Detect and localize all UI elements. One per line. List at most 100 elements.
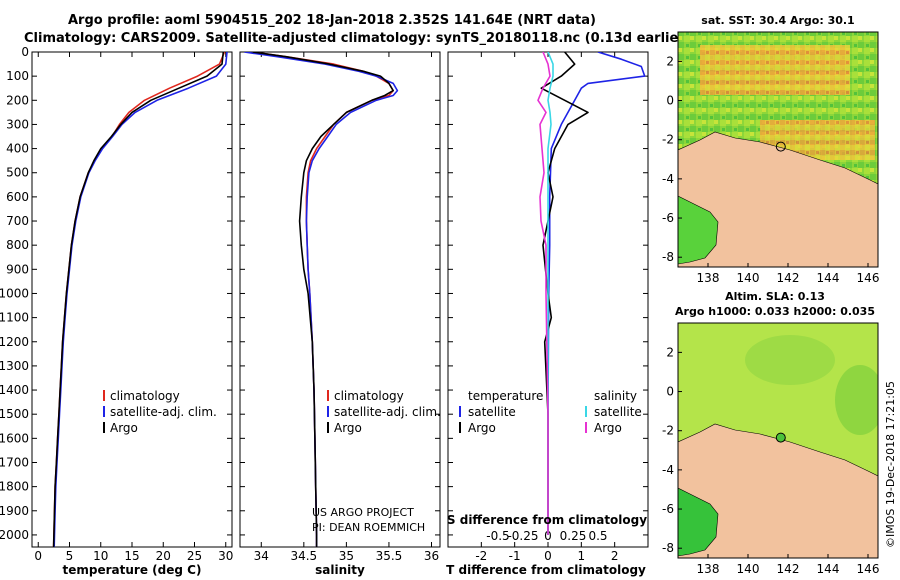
salinity-depth-ticks bbox=[240, 51, 440, 536]
map-x-tick-label: 144 bbox=[817, 271, 840, 285]
depth-tick-label: 1900 bbox=[0, 504, 29, 518]
legend-label-argo: Argo bbox=[334, 421, 362, 435]
x-tick-label: 10 bbox=[93, 549, 108, 563]
sla-low-anomaly-east bbox=[835, 365, 878, 435]
imos-timestamp: ©IMOS 19-Dec-2018 17:21:05 bbox=[884, 381, 897, 548]
difference-legend: temperature satellite Argo salinity sate… bbox=[459, 389, 642, 435]
map-y-tick-label: -6 bbox=[662, 211, 674, 225]
map-x-tick-label: 138 bbox=[697, 562, 720, 576]
x-tick-label: 30 bbox=[218, 549, 233, 563]
map-y-tick-label: 2 bbox=[666, 54, 674, 68]
map-y-tick-label: -8 bbox=[662, 250, 674, 264]
map-y-tick-label: -2 bbox=[662, 424, 674, 438]
map-x-tick-label: 142 bbox=[777, 271, 800, 285]
series-line-t-satellite bbox=[547, 52, 646, 535]
x-tick-label: 20 bbox=[156, 549, 171, 563]
legend-label-satellite: satellite-adj. clim. bbox=[334, 405, 441, 419]
sla-map-title: Altim. SLA: 0.13 bbox=[725, 290, 825, 303]
s-tick-label: 0 bbox=[544, 529, 552, 543]
x-tick-label: 1 bbox=[578, 549, 586, 563]
salinity-axis-label: salinity bbox=[315, 563, 365, 577]
series-line-climatology bbox=[252, 52, 395, 547]
legend-swatch-satellite bbox=[103, 406, 105, 417]
series-line-satellite bbox=[244, 52, 399, 547]
legend-title-salinity: salinity bbox=[594, 389, 637, 403]
depth-tick-label: 1500 bbox=[0, 407, 29, 421]
sst-map-ticks: 138 140 142 144 146 2 0 -2 -4 -6 -8 bbox=[662, 54, 879, 285]
temperature-axis-label: temperature (deg C) bbox=[63, 563, 202, 577]
map-y-tick-label: -8 bbox=[662, 541, 674, 555]
legend-label-s-argo: Argo bbox=[594, 421, 622, 435]
s-difference-axis-label: S difference from climatology bbox=[447, 513, 647, 527]
x-tick-label: -1 bbox=[509, 549, 521, 563]
legend-swatch-t-argo bbox=[459, 422, 461, 433]
depth-tick-label: 1300 bbox=[0, 359, 29, 373]
legend-label-t-argo: Argo bbox=[468, 421, 496, 435]
legend-swatch-s-satellite bbox=[585, 406, 587, 417]
x-tick-label: 0 bbox=[34, 549, 42, 563]
map-y-tick-label: 0 bbox=[666, 94, 674, 108]
depth-tick-label: 200 bbox=[6, 93, 29, 107]
t-difference-axis-label: T difference from climatology bbox=[446, 563, 646, 577]
depth-tick-label: 1100 bbox=[0, 311, 29, 325]
sst-map-title: sat. SST: 30.4 Argo: 30.1 bbox=[701, 14, 854, 27]
legend-label-climatology: climatology bbox=[334, 389, 404, 403]
legend-swatch-climatology bbox=[327, 390, 329, 401]
t-difference-axis-ticks: -2 -1 0 1 2 bbox=[475, 52, 618, 563]
land-australia bbox=[678, 195, 719, 265]
salinity-panel: 34 34.5 35 35.5 36 salinity climatology sate… bbox=[239, 51, 441, 577]
legend-label-climatology: climatology bbox=[110, 389, 180, 403]
legend-swatch-argo bbox=[103, 422, 105, 433]
s-tick-label: -0.5 bbox=[486, 529, 509, 543]
sst-map-panel: sat. SST: 30.4 Argo: 30.1 138 140 142 144 14… bbox=[662, 14, 879, 285]
map-x-tick-label: 138 bbox=[697, 271, 720, 285]
legend-swatch-t-satellite bbox=[459, 406, 461, 417]
depth-tick-label: 500 bbox=[6, 166, 29, 180]
x-tick-label: -2 bbox=[475, 549, 487, 563]
difference-panel: -2 -1 0 1 2 -0.5-0.25 0 0.25 0.5 T difference f… bbox=[446, 51, 649, 577]
depth-axis-ticks: 0 100 200 300 400 500 600 700 800 900 1000 1100 1200… bbox=[0, 45, 232, 542]
sla-low-anomaly bbox=[745, 335, 835, 385]
legend-swatch-argo bbox=[327, 422, 329, 433]
map-x-tick-label: 140 bbox=[737, 562, 760, 576]
project-annotation: US ARGO PROJECT bbox=[312, 506, 414, 519]
land-australia bbox=[678, 487, 719, 557]
legend-swatch-s-argo bbox=[585, 422, 587, 433]
x-tick-label: 34 bbox=[254, 549, 269, 563]
x-tick-label: 15 bbox=[124, 549, 139, 563]
map-y-tick-label: 2 bbox=[666, 345, 674, 359]
map-y-tick-label: -4 bbox=[662, 172, 674, 186]
series-line-argo bbox=[252, 52, 395, 547]
land-new-guinea bbox=[678, 423, 878, 558]
map-y-tick-label: -2 bbox=[662, 133, 674, 147]
x-tick-label: 5 bbox=[66, 549, 74, 563]
map-x-tick-label: 140 bbox=[737, 271, 760, 285]
x-tick-label: 25 bbox=[187, 549, 202, 563]
depth-tick-label: 2000 bbox=[0, 528, 29, 542]
temperature-plot-frame bbox=[31, 51, 233, 548]
temperature-legend: climatology satellite-adj. clim. Argo bbox=[103, 389, 217, 435]
sla-map-frame bbox=[677, 322, 879, 559]
depth-tick-label: 0 bbox=[21, 45, 29, 59]
depth-tick-label: 300 bbox=[6, 117, 29, 131]
x-tick-label: 35 bbox=[339, 549, 354, 563]
depth-tick-label: 1400 bbox=[0, 383, 29, 397]
s-tick-label: 0.25 bbox=[560, 529, 587, 543]
map-y-tick-label: -6 bbox=[662, 502, 674, 516]
x-tick-label: 35.5 bbox=[376, 549, 403, 563]
map-x-tick-label: 146 bbox=[857, 562, 880, 576]
pi-annotation: PI: DEAN ROEMMICH bbox=[312, 521, 425, 534]
sst-map-image bbox=[678, 32, 878, 267]
header-title-line1: Argo profile: aoml 5904515_202 18-Jan-20… bbox=[68, 13, 596, 28]
sla-map-ticks: 138 140 142 144 146 2 0 -2 -4 -6 -8 bbox=[662, 345, 879, 576]
x-tick-label: 34.5 bbox=[290, 549, 317, 563]
sla-map-panel: Altim. SLA: 0.13 Argo h1000: 0.033 h2000… bbox=[662, 290, 879, 576]
depth-tick-label: 1700 bbox=[0, 455, 29, 469]
legend-label-t-satellite: satellite bbox=[468, 405, 516, 419]
salinity-axis-ticks: 34 34.5 35 35.5 36 bbox=[254, 52, 439, 563]
map-y-tick-label: 0 bbox=[666, 385, 674, 399]
depth-tick-label: 800 bbox=[6, 238, 29, 252]
legend-swatch-climatology bbox=[103, 390, 105, 401]
map-x-tick-label: 142 bbox=[777, 562, 800, 576]
